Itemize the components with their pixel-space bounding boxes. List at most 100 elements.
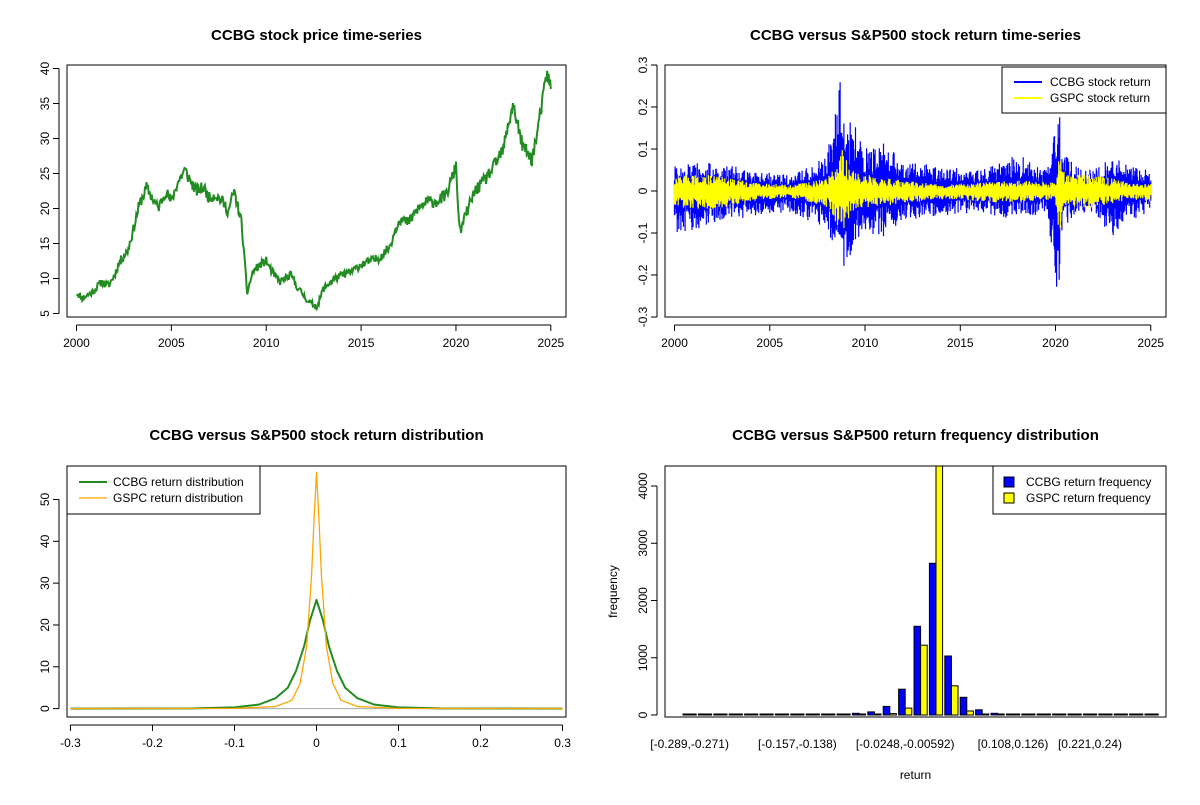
legend-label: GSPC return distribution — [113, 491, 243, 505]
bar-ccbg-return-frequency — [959, 696, 968, 716]
legend-label: CCBG return frequency — [1026, 475, 1151, 489]
chart-title: CCBG versus S&P500 return frequency dist… — [732, 427, 1099, 444]
bar-ccbg-return-frequency — [1005, 713, 1014, 716]
legend-label: CCBG return distribution — [113, 475, 244, 489]
y-axis-tick-label: 2000 — [636, 587, 650, 614]
legend-swatch — [1003, 492, 1015, 504]
series-ccbg-return-distribution — [70, 598, 563, 710]
bar-gspc-return-frequency — [997, 713, 1005, 716]
legend-box — [66, 465, 261, 515]
bar-ccbg-return-frequency — [682, 713, 691, 716]
x-axis-tick-label: 2005 — [158, 336, 185, 350]
bar-gspc-return-frequency — [812, 713, 820, 716]
x-axis-tick-label: 2010 — [852, 336, 879, 350]
bar-ccbg-return-frequency — [697, 713, 706, 716]
bar-ccbg-return-frequency — [1144, 713, 1153, 716]
bar-gspc-return-frequency — [796, 713, 805, 716]
y-axis-tick-label: 30 — [38, 132, 52, 146]
y-axis-tick-label: 0.1 — [636, 140, 650, 157]
y-axis-tick-label: 50 — [38, 492, 52, 506]
bar-ccbg-return-frequency — [1067, 713, 1076, 716]
y-axis-tick-label: 25 — [38, 167, 52, 181]
plot-frame — [66, 465, 567, 718]
y-axis-tick-label: 40 — [38, 62, 52, 76]
bar-ccbg-return-frequency — [851, 712, 860, 716]
x-axis-tick-label: 2020 — [443, 336, 470, 350]
bar-gspc-return-frequency — [827, 713, 836, 716]
bar-gspc-return-frequency — [1120, 713, 1128, 716]
y-axis-tick-label: 3000 — [636, 530, 650, 557]
bar-gspc-return-frequency — [889, 713, 897, 716]
x-axis-tick-label: [-0.157,-0.138) — [758, 737, 837, 751]
x-axis-tick-label: 2015 — [947, 336, 974, 350]
series-gspc-stock-return — [673, 150, 1152, 229]
x-axis-tick-label: [0.108,0.126) — [978, 737, 1049, 751]
bar-ccbg-return-frequency — [944, 655, 952, 716]
bar-ccbg-return-frequency — [898, 688, 906, 716]
y-axis-tick-label: 40 — [38, 534, 52, 548]
bar-gspc-return-frequency — [966, 710, 974, 716]
bar-ccbg-return-frequency — [774, 713, 783, 716]
bar-gspc-return-frequency — [1074, 713, 1082, 716]
chart-title: CCBG versus S&P500 stock return distribu… — [149, 427, 483, 444]
chart-title: CCBG stock price time-series — [211, 27, 422, 44]
bar-gspc-return-frequency — [904, 707, 913, 716]
legend-swatch — [1003, 476, 1015, 488]
bar-ccbg-return-frequency — [1021, 713, 1029, 716]
bar-ccbg-return-frequency — [867, 711, 875, 716]
bar-gspc-return-frequency — [750, 713, 759, 716]
bar-ccbg-return-frequency — [759, 713, 768, 716]
bar-gspc-return-frequency — [1027, 713, 1036, 716]
bar-gspc-return-frequency — [719, 713, 728, 716]
bar-gspc-return-frequency — [781, 713, 790, 716]
plot-frame — [664, 64, 1167, 318]
x-axis-tick-label: 2025 — [537, 336, 564, 350]
bar-gspc-return-frequency — [950, 685, 959, 716]
x-axis-tick-label: 0 — [313, 736, 320, 750]
y-axis-tick-label: -0.3 — [636, 306, 650, 327]
bar-ccbg-return-frequency — [713, 713, 721, 716]
x-axis-tick-label: 2015 — [348, 336, 375, 350]
y-axis-tick-label: 10 — [38, 272, 52, 286]
x-axis-tick-label: 2020 — [1042, 336, 1069, 350]
y-axis-tick-label: 30 — [38, 576, 52, 590]
y-axis-tick-label: 5 — [38, 310, 52, 317]
bar-gspc-return-frequency — [1104, 713, 1113, 716]
bar-ccbg-return-frequency — [790, 713, 798, 716]
chart-title: CCBG versus S&P500 stock return time-ser… — [750, 27, 1081, 44]
y-axis-tick-label: 35 — [38, 97, 52, 111]
bar-ccbg-return-frequency — [990, 712, 999, 716]
bar-gspc-return-frequency — [981, 713, 990, 716]
x-axis-tick-label: 0.2 — [472, 736, 489, 750]
y-axis-tick-label: 4000 — [636, 472, 650, 499]
x-axis-tick-label: 2000 — [661, 336, 688, 350]
x-axis-tick-label: -0.3 — [60, 736, 81, 750]
bar-gspc-return-frequency — [704, 713, 713, 716]
bar-gspc-return-frequency — [858, 713, 867, 716]
bar-gspc-return-frequency — [1135, 713, 1144, 716]
bar-gspc-return-frequency — [1089, 713, 1098, 716]
bar-gspc-return-frequency — [689, 713, 697, 716]
bar-gspc-return-frequency — [1151, 713, 1159, 716]
bar-gspc-return-frequency — [1058, 713, 1067, 716]
bar-ccbg-return-frequency — [805, 713, 814, 716]
plot-frame — [66, 64, 567, 318]
y-axis-tick-label: 0.3 — [636, 56, 650, 73]
legend-label: CCBG stock return — [1050, 75, 1151, 89]
bar-gspc-return-frequency — [843, 713, 851, 716]
bar-ccbg-return-frequency — [1082, 713, 1091, 716]
x-axis-tick-label: [-0.0248,-0.00592) — [856, 737, 955, 751]
legend-label: GSPC stock return — [1050, 91, 1150, 105]
plot-frame — [664, 465, 1167, 718]
bar-ccbg-return-frequency — [913, 625, 922, 716]
x-axis-tick-label: 2005 — [756, 336, 783, 350]
bar-ccbg-return-frequency — [882, 705, 891, 716]
y-axis-tick-label: 0 — [636, 187, 650, 194]
bar-ccbg-return-frequency — [975, 709, 983, 716]
y-axis-tick-label: 0 — [38, 705, 52, 712]
bar-gspc-return-frequency — [873, 713, 882, 716]
y-axis-tick-label: 20 — [38, 618, 52, 632]
x-axis-tick-label: -0.2 — [142, 736, 163, 750]
